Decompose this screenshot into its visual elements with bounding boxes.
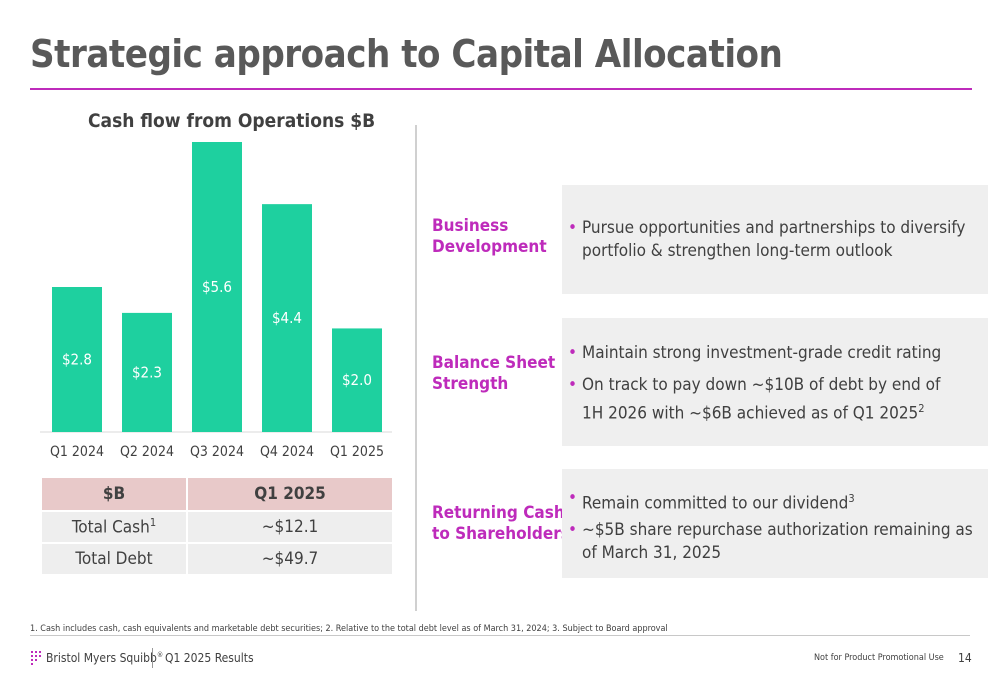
- bar-data-label: $2.0: [342, 371, 372, 389]
- bms-logo-icon: [31, 651, 41, 665]
- x-tick-label: Q1 2025: [330, 444, 384, 460]
- bar-data-label: $5.6: [202, 278, 232, 296]
- x-tick-label: Q1 2024: [50, 444, 104, 460]
- section-panel-returning-cash: • Remain committed to our dividend3 • ~$5B …: [562, 469, 988, 578]
- table-cell-label: Total Debt: [40, 542, 188, 576]
- vertical-divider: [415, 125, 417, 611]
- bar-data-label: $2.8: [62, 351, 92, 369]
- bar-q1-2024: [52, 287, 102, 432]
- section-label-business-development: Business Development: [432, 216, 547, 257]
- x-tick-label: Q4 2024: [260, 444, 314, 460]
- section-label-returning-cash: Returning Cash to Shareholders: [432, 503, 570, 544]
- bullet-dot: •: [568, 218, 578, 238]
- page-title: Strategic approach to Capital Allocation: [30, 32, 783, 76]
- table-cell-value: ~$12.1: [186, 510, 394, 544]
- section-panel-balance-sheet-strength: • Maintain strong investment-grade credit…: [562, 318, 988, 446]
- company-logo: Bristol Myers Squibb®: [30, 648, 163, 668]
- title-rule: [30, 88, 972, 90]
- cash-flow-bar-chart: $2.8 Q1 2024 $2.3 Q2 2024 $5.6 Q3 2024 $4.4 Q4 …: [40, 142, 392, 460]
- cash-debt-table: $B Q1 2025 Total Cash1 ~$12.1 Total Debt ~$…: [40, 476, 394, 576]
- brand-name: Bristol Myers Squibb®: [46, 651, 164, 665]
- bullet-dot: •: [568, 375, 578, 395]
- footer-results: Q1 2025 Results: [165, 651, 254, 665]
- x-tick-label: Q3 2024: [190, 444, 244, 460]
- table-row: Total Debt ~$49.7: [40, 542, 394, 576]
- footnote: 1. Cash includes cash, cash equivalents …: [30, 624, 668, 634]
- bar-q4-2024: [262, 204, 312, 432]
- footer-rule: [30, 635, 970, 636]
- x-tick-label: Q2 2024: [120, 444, 174, 460]
- bar-data-label: $4.4: [272, 309, 302, 327]
- chart-title: Cash flow from Operations $B: [88, 110, 376, 132]
- footer-disclaimer: Not for Product Promotional Use: [814, 653, 944, 663]
- page-number: 14: [958, 651, 972, 665]
- bar-q1-2025: [332, 328, 382, 432]
- table-row: Total Cash1 ~$12.1: [40, 510, 394, 544]
- section-label-balance-sheet-strength: Balance Sheet Strength: [432, 353, 556, 394]
- table-header-row: $B Q1 2025: [40, 476, 394, 512]
- table-header-cell: $B: [40, 476, 188, 512]
- table-cell-value: ~$49.7: [186, 542, 394, 576]
- bar-q2-2024: [122, 312, 172, 432]
- bar-q3-2024: [192, 142, 242, 432]
- bullet-dot: •: [568, 488, 578, 508]
- bullet-dot: •: [568, 520, 578, 540]
- bullet-dot: •: [568, 343, 578, 363]
- bar-data-label: $2.3: [132, 363, 162, 381]
- table-cell-label: Total Cash1: [40, 510, 188, 544]
- footer-separator: [152, 648, 153, 668]
- table-header-cell: Q1 2025: [186, 476, 394, 512]
- section-panel-business-development: • Pursue opportunities and partnerships t…: [562, 185, 988, 294]
